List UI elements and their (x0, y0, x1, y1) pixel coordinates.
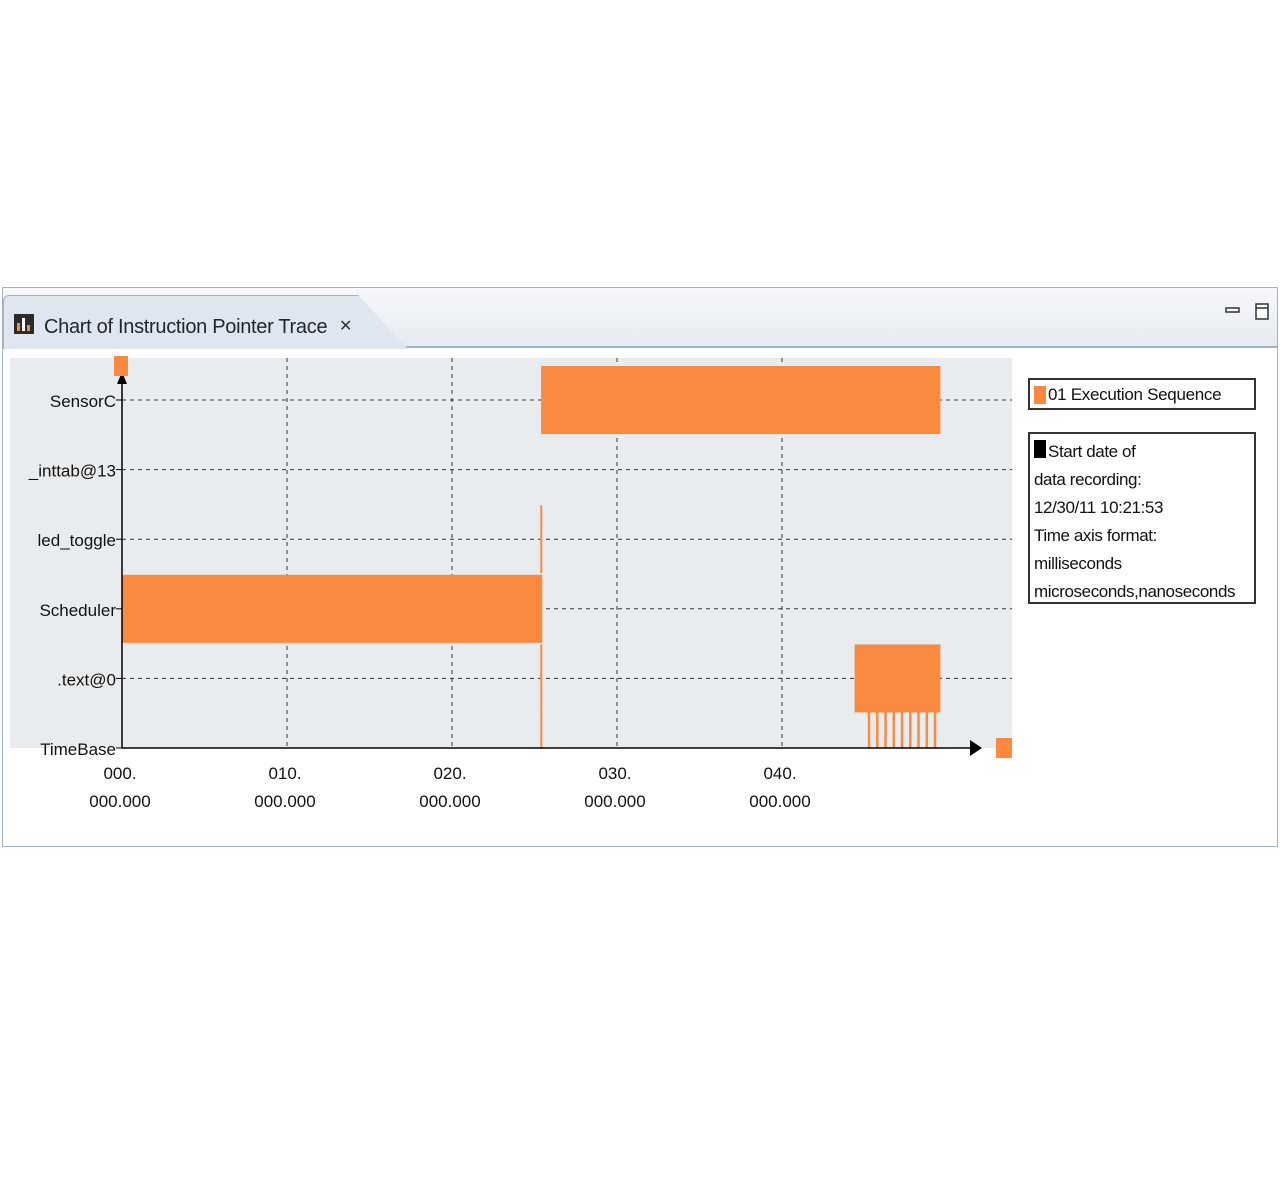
bar-segment (122, 574, 542, 643)
info-line-3: 12/30/11 10:21:53 (1034, 498, 1164, 517)
bar-segment (867, 712, 871, 748)
bar-segment (540, 712, 543, 748)
x-tick-label: 020. (433, 764, 466, 783)
tab-close-icon[interactable]: ✕ (339, 318, 353, 335)
bar-segment (917, 712, 920, 748)
recording-info-text: Start date of data recording: 12/30/11 1… (1034, 438, 1236, 606)
legend-series: 01 Execution Sequence (1028, 378, 1256, 410)
bar-segment (540, 644, 543, 713)
bar-segment (925, 712, 929, 748)
info-line-6: microseconds,nanoseconds (1034, 582, 1236, 601)
x-tick-label: 000.000 (749, 792, 810, 811)
x-scroll-handle[interactable] (996, 738, 1012, 758)
x-tick-label: 040. (763, 764, 796, 783)
info-line-2: data recording: (1034, 470, 1142, 489)
tab-chart-of-instruction-pointer-trace[interactable]: Chart of Instruction Pointer Trace ✕ (3, 295, 408, 349)
info-line-1: Start date of (1048, 442, 1136, 461)
legend-swatch-orange (1034, 386, 1046, 404)
y-tick-label: TimeBase (40, 740, 116, 759)
view-header: Chart of Instruction Pointer Trace ✕ (3, 288, 1277, 349)
maximize-icon[interactable] (1253, 302, 1271, 320)
y-axis-arrow (117, 372, 127, 384)
info-line-5: milliseconds (1034, 554, 1122, 573)
y-tick-label: Scheduler (39, 601, 116, 620)
chart-view-icon (14, 314, 34, 334)
bar-segment (900, 712, 904, 748)
bar-segment (909, 712, 912, 748)
x-tick-label: 000.000 (254, 792, 315, 811)
x-tick-label: 000.000 (584, 792, 645, 811)
bar-segment (540, 505, 543, 574)
minimize-icon[interactable] (1224, 302, 1242, 320)
bar-segment (541, 366, 941, 434)
y-tick-label: .text@0 (57, 670, 116, 689)
info-line-4: Time axis format: (1034, 526, 1157, 545)
y-tick-label: _inttab@13 (28, 462, 116, 481)
y-tick-label: led_toggle (38, 531, 116, 550)
bar-segment (540, 574, 543, 643)
bar-segment (884, 712, 887, 748)
tab-title: Chart of Instruction Pointer Trace (44, 316, 328, 338)
x-tick-label: 000.000 (89, 792, 150, 811)
legend-series-label: 01 Execution Sequence (1048, 385, 1222, 404)
y-scroll-handle[interactable] (114, 356, 128, 376)
bar-segment (854, 644, 941, 713)
x-tick-label: 030. (598, 764, 631, 783)
x-axis-arrow (970, 740, 982, 756)
x-tick-label: 010. (268, 764, 301, 783)
legend-recording-info: Start date of data recording: 12/30/11 1… (1028, 432, 1256, 604)
bar-segment (933, 712, 937, 748)
x-tick-label: 000. (103, 764, 136, 783)
bar-segment (892, 712, 896, 748)
legend-swatch-black (1034, 440, 1046, 458)
bar-segment (876, 712, 879, 748)
y-tick-label: SensorC (50, 392, 116, 411)
x-tick-label: 000.000 (419, 792, 480, 811)
